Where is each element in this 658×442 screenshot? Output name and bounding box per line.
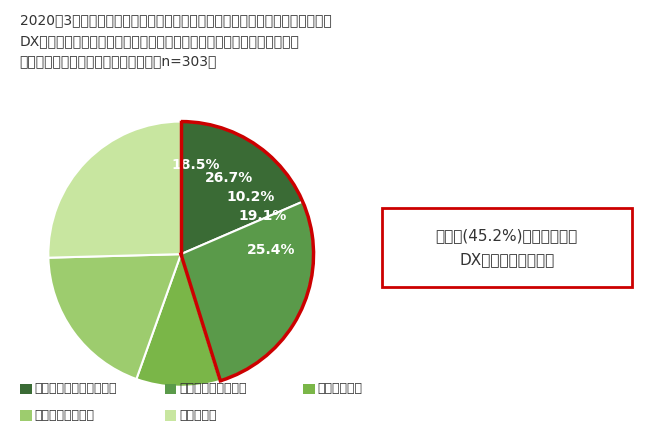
Text: 10.2%: 10.2% xyxy=(226,190,274,204)
Text: 18.5%: 18.5% xyxy=(171,158,220,172)
Text: 積極的に取り組んでいる: 積極的に取り組んでいる xyxy=(34,382,116,396)
Text: 25.4%: 25.4% xyxy=(247,243,295,257)
Wedge shape xyxy=(48,122,181,258)
Text: 約半数(45.2%)がコロナ下で
DXに取り組んでいる: 約半数(45.2%)がコロナ下で DXに取り組んでいる xyxy=(436,228,578,267)
Text: 取り組む予定なし: 取り組む予定なし xyxy=(34,409,94,422)
Text: わからない: わからない xyxy=(179,409,216,422)
Wedge shape xyxy=(136,254,220,387)
Wedge shape xyxy=(181,202,314,381)
Wedge shape xyxy=(49,254,181,379)
Text: 19.1%: 19.1% xyxy=(238,209,287,223)
Text: 取り組む予定: 取り組む予定 xyxy=(317,382,362,396)
Text: 一部取り組んでいる: 一部取り組んでいる xyxy=(179,382,247,396)
Text: 2020年3月〜の新型コロナウイルス流行以降での、現在のお勤め先における、
DX（デジタルトランスフォーメーション）への取り組み状況について、
あてはまるものを: 2020年3月〜の新型コロナウイルス流行以降での、現在のお勤め先における、 DX… xyxy=(20,13,332,69)
Wedge shape xyxy=(181,122,303,254)
Text: 26.7%: 26.7% xyxy=(205,171,253,185)
